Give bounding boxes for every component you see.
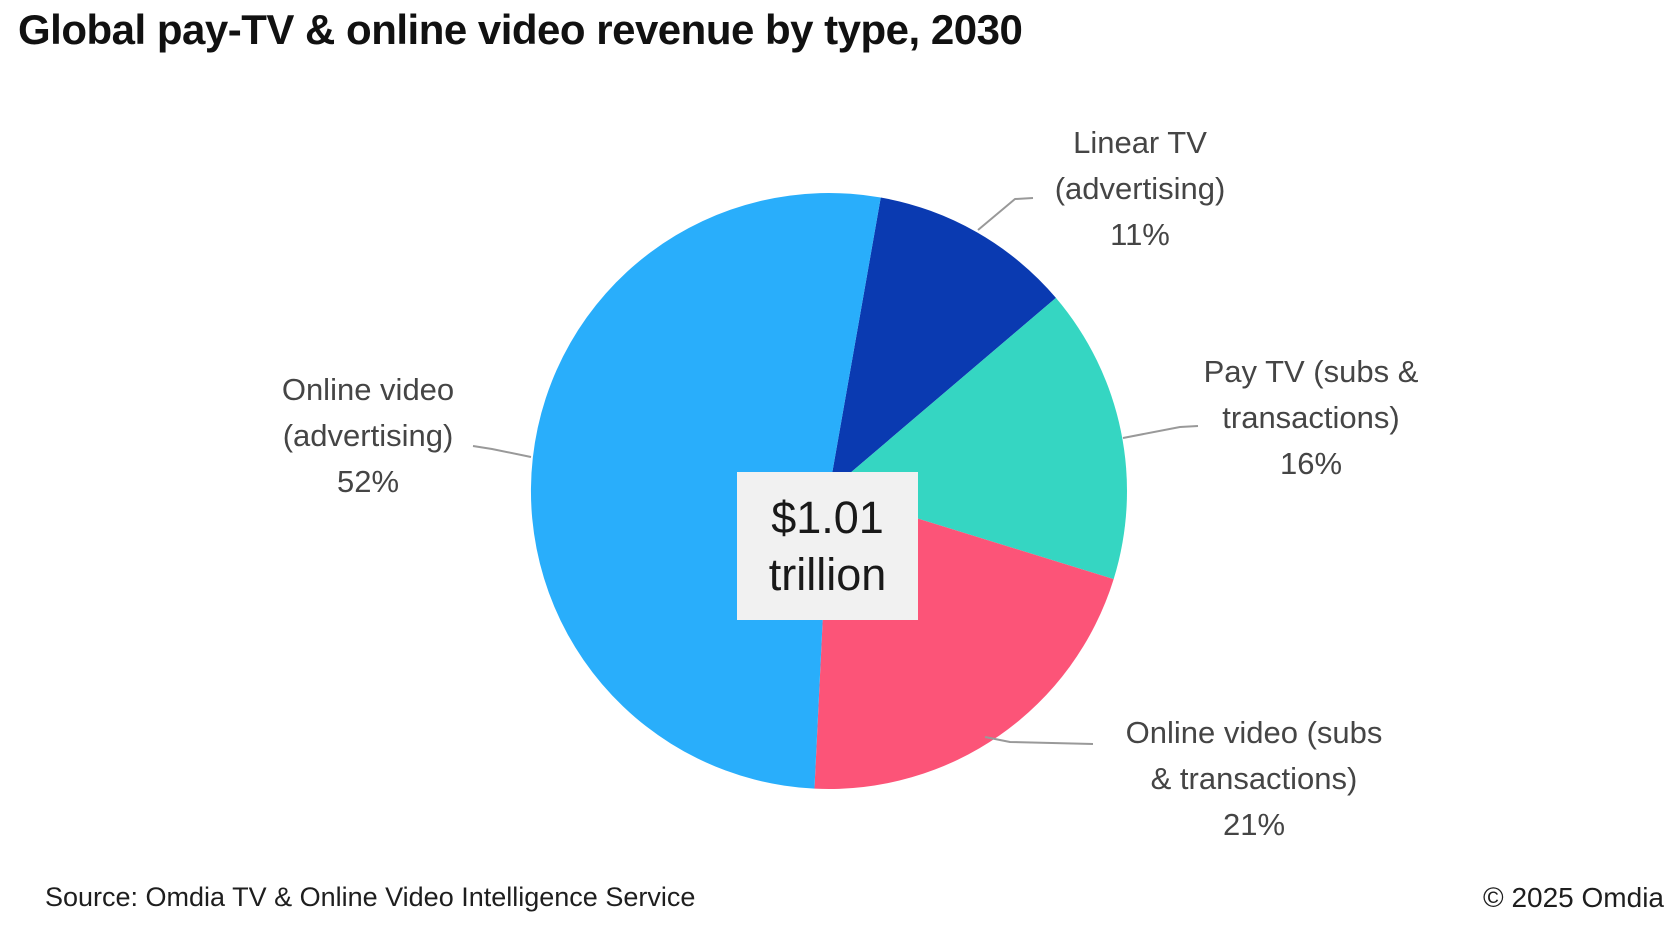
leader-line-2 [1122, 425, 1199, 439]
slice-label-line2: (advertising) [1054, 171, 1226, 206]
leader-line-4 [472, 445, 532, 458]
slice-label-line1: Online video [281, 372, 455, 407]
slice-label-pct: 21% [1222, 807, 1286, 842]
pie-total-label: $1.01 trillion [737, 472, 918, 620]
pie-slice-1 [829, 197, 1056, 491]
copyright-note: © 2025 Omdia [1483, 882, 1664, 913]
slice-label-online-video-subs: Online video (subs & transactions) 21% [1044, 710, 1464, 848]
slice-label-line2: & transactions) [1150, 761, 1358, 796]
chart-title: Global pay-TV & online video revenue by … [18, 6, 1023, 53]
leader-line-1 [977, 197, 1034, 231]
leader-line-3 [984, 736, 1094, 745]
slice-label-line2: (advertising) [282, 418, 454, 453]
pie-slice-4 [530, 192, 881, 789]
slice-label-pct: 11% [1110, 217, 1170, 252]
source-note: Source: Omdia TV & Online Video Intellig… [45, 882, 696, 912]
slice-label-line2: transactions) [1222, 400, 1400, 435]
total-amount: $1.01 [771, 492, 884, 543]
slice-label-pct: 52% [336, 464, 400, 499]
slice-label-pay-tv: Pay TV (subs & transactions) 16% [1111, 349, 1511, 487]
slice-label-linear-tv: Linear TV (advertising) 11% [940, 120, 1340, 258]
slice-label-line1: Pay TV (subs & [1203, 354, 1419, 389]
slice-label-line1: Online video (subs [1125, 715, 1383, 750]
total-unit: trillion [768, 549, 887, 600]
slice-label-online-video-ads: Online video (advertising) 52% [168, 367, 568, 505]
slice-label-line1: Linear TV [1073, 125, 1207, 160]
slice-label-pct: 16% [1279, 446, 1343, 481]
